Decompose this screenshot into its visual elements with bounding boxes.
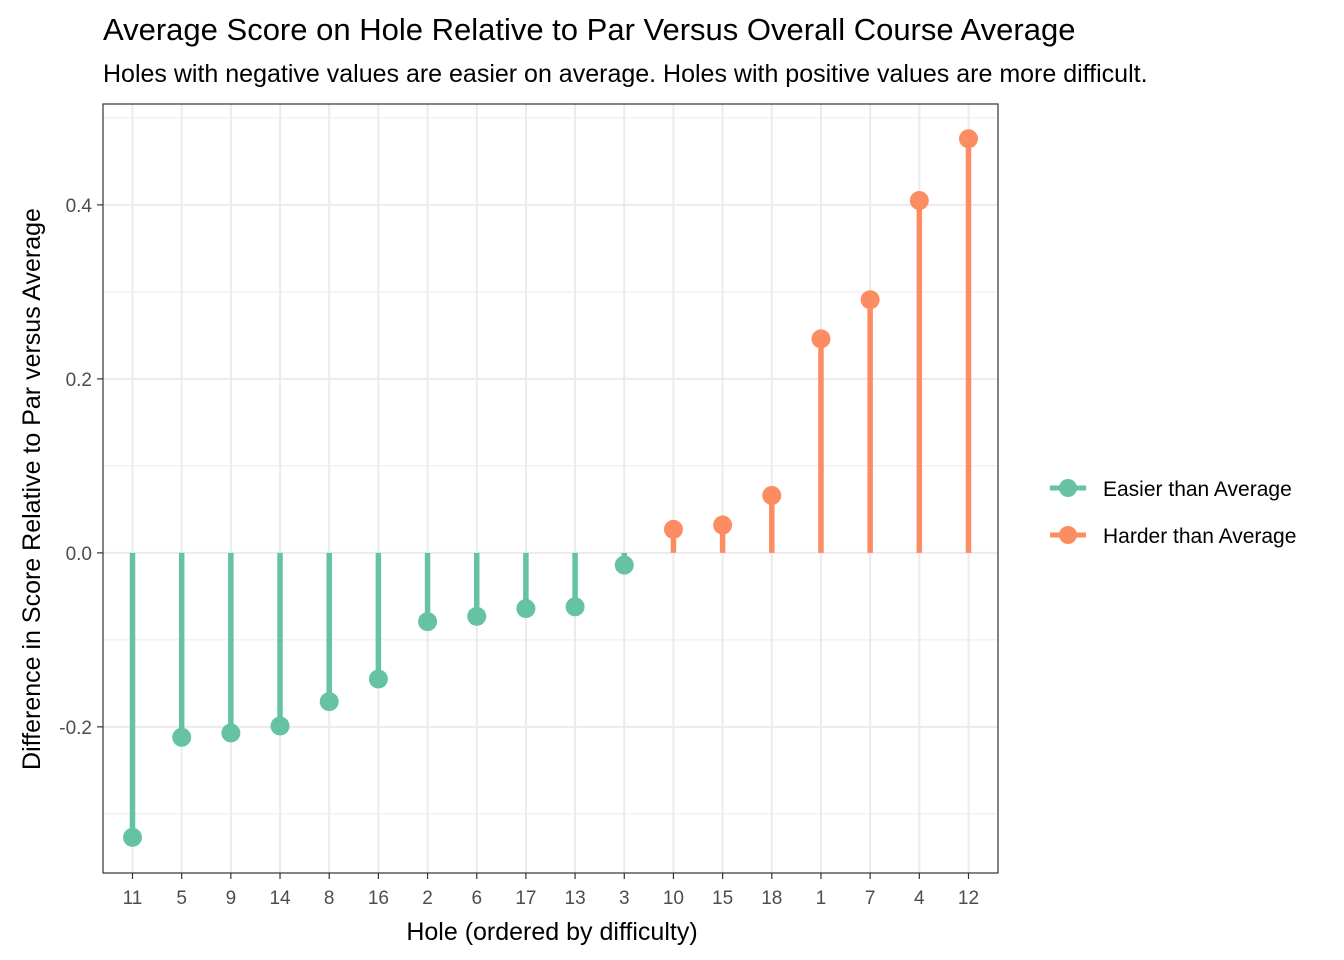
chart-title: Average Score on Hole Relative to Par Ve… xyxy=(103,12,1076,47)
x-tick-label: 13 xyxy=(565,888,586,909)
lollipop-point xyxy=(270,716,290,736)
x-tick-label: 15 xyxy=(712,888,733,909)
chart-subtitle: Holes with negative values are easier on… xyxy=(103,60,1148,88)
lollipop-point xyxy=(909,191,929,211)
x-tick-label: 12 xyxy=(958,888,979,909)
x-tick-label: 3 xyxy=(619,888,630,909)
x-tick-label: 18 xyxy=(761,888,782,909)
x-tick-label: 7 xyxy=(865,888,876,909)
lollipop-point xyxy=(811,329,831,349)
x-tick-label: 2 xyxy=(422,888,433,909)
lollipop-point xyxy=(516,599,536,619)
lollipop-point xyxy=(762,485,782,505)
legend: Easier than Average Harder than Average xyxy=(1050,478,1296,548)
lollipop-point xyxy=(368,669,388,689)
lollipop-point xyxy=(614,555,634,575)
lollipop-point xyxy=(958,129,978,149)
x-tick-label: 16 xyxy=(368,888,389,909)
lollipop-point xyxy=(418,612,438,632)
x-tick-label: 14 xyxy=(269,888,291,909)
gridlines xyxy=(103,104,998,873)
panel-border xyxy=(102,103,999,874)
legend-key-harder-dot xyxy=(1059,526,1077,544)
lollipop-point xyxy=(123,827,143,847)
y-axis-title: Difference in Score Relative to Par vers… xyxy=(18,208,46,770)
y-tick-label: 0.2 xyxy=(66,370,92,391)
lollipop-points xyxy=(123,129,978,847)
lollipop-point xyxy=(221,723,241,743)
lollipop-point xyxy=(663,519,683,539)
y-tick-label: 0.4 xyxy=(66,196,93,217)
lollipop-point xyxy=(172,727,192,747)
legend-item-easier: Easier than Average xyxy=(1050,478,1292,501)
x-axis-ticks: 11 5 9 14 8 16 2 6 17 13 3 10 15 18 1 7 4 12 xyxy=(123,873,979,909)
lollipop-point xyxy=(467,606,487,626)
lollipop-point xyxy=(713,515,733,535)
legend-item-harder: Harder than Average xyxy=(1050,525,1296,548)
lollipop-point xyxy=(860,290,880,310)
x-tick-label: 11 xyxy=(123,888,143,909)
lollipop-point xyxy=(319,692,339,712)
lollipop-stems xyxy=(129,138,972,838)
legend-key-easier-dot xyxy=(1059,479,1077,497)
x-tick-label: 10 xyxy=(663,888,684,909)
x-tick-label: 9 xyxy=(226,888,237,909)
y-tick-label: -0.2 xyxy=(59,718,92,739)
x-tick-label: 8 xyxy=(324,888,335,909)
legend-label-easier: Easier than Average xyxy=(1103,478,1292,501)
y-axis-ticks: -0.2 0.0 0.2 0.4 xyxy=(59,196,103,739)
legend-label-harder: Harder than Average xyxy=(1103,525,1296,548)
x-tick-label: 17 xyxy=(515,888,536,909)
x-tick-label: 5 xyxy=(176,888,187,909)
y-tick-label: 0.0 xyxy=(66,544,92,565)
x-axis-title: Hole (ordered by difficulty) xyxy=(406,918,697,946)
x-tick-label: 4 xyxy=(914,888,925,909)
lollipop-point xyxy=(565,597,585,617)
x-tick-label: 6 xyxy=(471,888,482,909)
x-tick-label: 1 xyxy=(816,888,827,909)
